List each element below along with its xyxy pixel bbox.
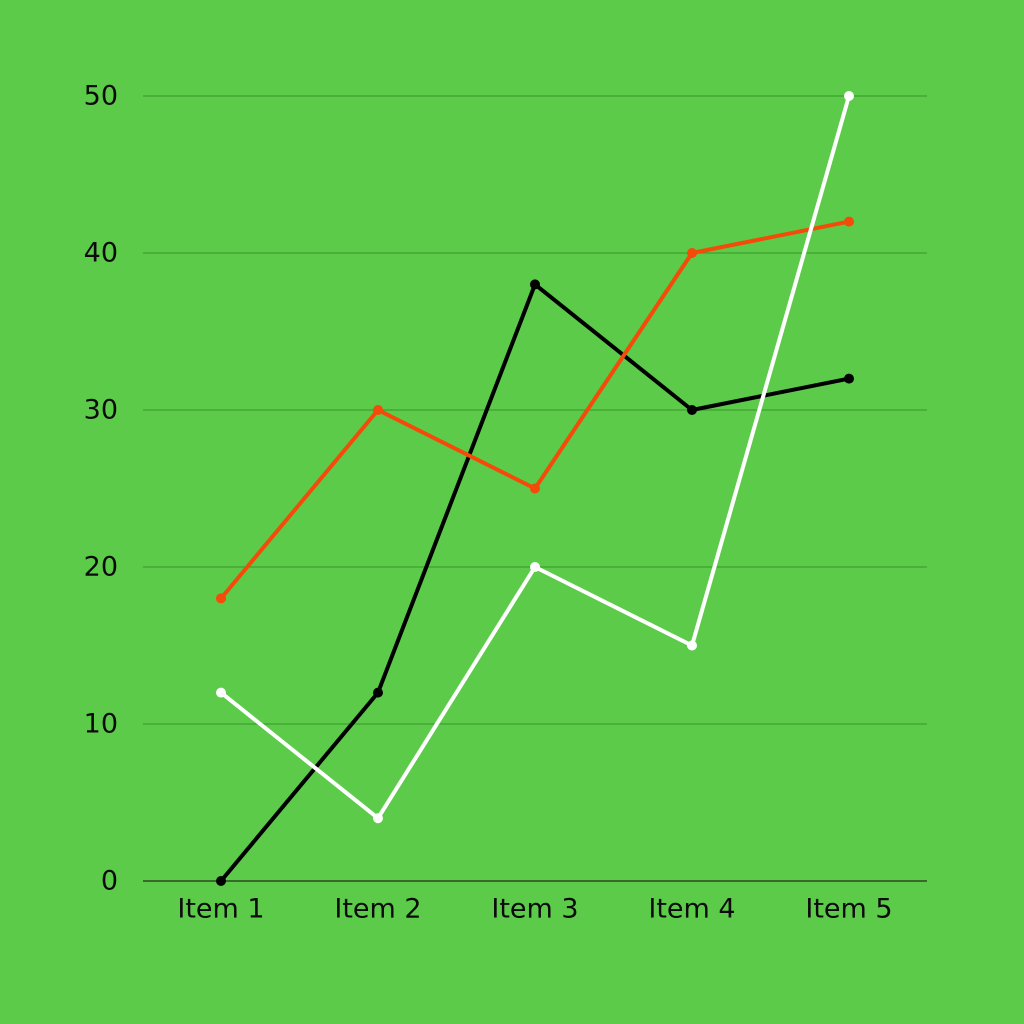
x-tick-label: Item 5 (805, 894, 892, 925)
data-point (844, 216, 854, 227)
x-tick-label: Item 1 (177, 894, 264, 925)
y-tick-label-0: 0 (101, 866, 118, 897)
data-point (216, 687, 226, 698)
series-1 (216, 279, 854, 886)
y-tick-label-20: 20 (84, 552, 118, 583)
data-point (844, 373, 854, 384)
x-axis-tick-labels: Item 1 Item 2 Item 3 Item 4 Item 5 (177, 894, 892, 925)
data-point (216, 876, 226, 886)
data-point (530, 279, 540, 290)
series-2 (216, 216, 854, 604)
data-point (844, 91, 854, 101)
series-3 (216, 91, 854, 824)
data-point (687, 248, 697, 258)
y-tick-label-40: 40 (84, 238, 118, 269)
data-point (373, 813, 383, 824)
y-tick-label-30: 30 (84, 395, 118, 426)
series-lines (216, 91, 854, 886)
gridlines (143, 95, 927, 725)
data-point (373, 405, 383, 415)
y-tick-label-50: 50 (84, 81, 118, 112)
data-point (216, 593, 226, 604)
x-tick-label: Item 3 (491, 894, 578, 925)
data-point (687, 405, 697, 415)
data-point (373, 687, 383, 698)
data-point (530, 483, 540, 494)
y-tick-label-10: 10 (84, 709, 118, 740)
x-tick-label: Item 4 (648, 894, 735, 925)
data-point (530, 562, 540, 572)
data-point (687, 640, 697, 651)
y-axis-tick-labels: 0 10 20 30 40 50 (84, 81, 118, 897)
x-tick-label: Item 2 (334, 894, 421, 925)
